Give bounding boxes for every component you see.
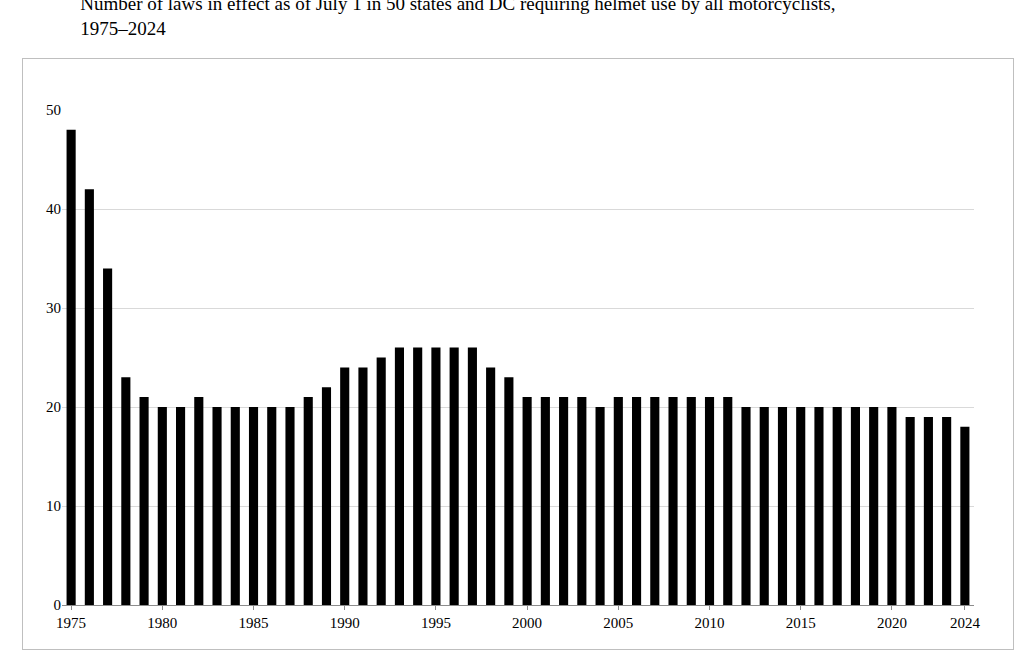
- svg-text:2020: 2020: [877, 615, 907, 631]
- svg-text:2010: 2010: [695, 615, 725, 631]
- svg-text:1980: 1980: [147, 615, 177, 631]
- svg-text:0: 0: [54, 597, 62, 613]
- svg-text:40: 40: [46, 201, 61, 217]
- svg-text:1995: 1995: [421, 615, 451, 631]
- svg-text:50: 50: [46, 102, 61, 118]
- svg-text:10: 10: [46, 498, 61, 514]
- svg-text:2005: 2005: [603, 615, 633, 631]
- svg-text:30: 30: [46, 300, 61, 316]
- svg-text:Number of laws in effect as of: Number of laws in effect as of July 1 in…: [80, 0, 835, 39]
- svg-text:2000: 2000: [512, 615, 542, 631]
- svg-text:2024: 2024: [950, 615, 981, 631]
- svg-text:2015: 2015: [786, 615, 816, 631]
- svg-text:1975: 1975: [56, 615, 86, 631]
- svg-text:20: 20: [46, 399, 61, 415]
- svg-text:1985: 1985: [239, 615, 269, 631]
- svg-text:1990: 1990: [330, 615, 360, 631]
